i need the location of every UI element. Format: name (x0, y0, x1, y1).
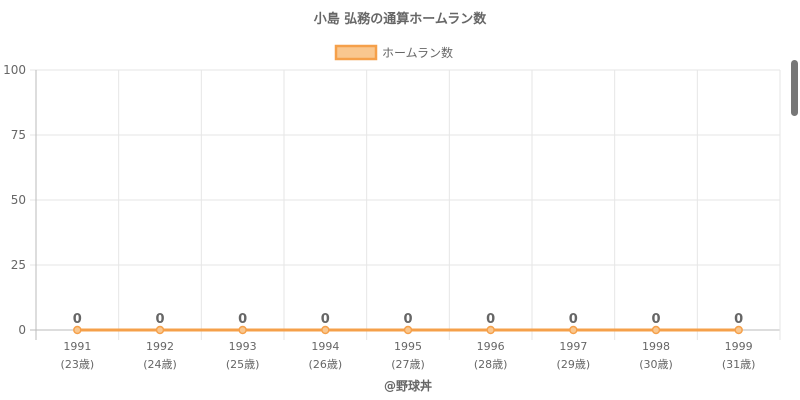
data-point[interactable] (569, 325, 578, 335)
x-tick-sublabel: (30歳) (639, 358, 673, 371)
data-point[interactable] (155, 325, 165, 335)
legend[interactable]: ホームラン数 (334, 44, 453, 61)
x-tick-label: 1999 (725, 340, 753, 353)
grid (30, 69, 781, 340)
data-label: 0 (321, 312, 330, 327)
footer-credit: @野球丼 (384, 378, 432, 393)
data-label: 0 (155, 312, 164, 327)
data-point[interactable] (486, 325, 495, 335)
y-axis: 0 25 50 75 100 (3, 63, 26, 337)
y-tick-label: 75 (11, 128, 26, 142)
chart-title: 小島 弘務の通算ホームラン数 (314, 11, 487, 27)
x-tick-sublabel: (25歳) (226, 358, 260, 371)
x-tick-label: 1991 (63, 340, 91, 353)
series-home-runs: 0 0 0 0 0 0 0 0 0 (73, 312, 743, 335)
scrollbar-thumb[interactable] (791, 60, 798, 116)
x-tick-label: 1998 (642, 340, 670, 353)
y-tick-label: 50 (11, 193, 26, 207)
data-point[interactable] (321, 325, 330, 335)
x-tick-sublabel: (29歳) (557, 358, 591, 371)
x-tick-label: 1993 (229, 340, 257, 353)
x-tick-sublabel: (26歳) (309, 358, 343, 371)
legend-swatch (334, 44, 378, 61)
y-tick-label: 0 (18, 323, 26, 337)
x-tick-label: 1996 (477, 340, 505, 353)
x-tick-label: 1995 (394, 340, 422, 353)
data-label: 0 (569, 312, 578, 327)
x-tick-sublabel: (24歳) (143, 358, 177, 371)
x-tick-sublabel: (31歳) (722, 358, 756, 371)
data-label: 0 (651, 312, 660, 327)
data-label: 0 (734, 312, 743, 327)
x-tick-label: 1994 (311, 340, 339, 353)
x-tick-sublabel: (28歳) (474, 358, 508, 371)
legend-label: ホームラン数 (382, 45, 453, 60)
data-point[interactable] (734, 325, 743, 335)
x-tick-sublabel: (23歳) (61, 358, 95, 371)
data-label: 0 (403, 312, 412, 327)
data-label: 0 (238, 312, 247, 327)
y-tick-label: 100 (3, 63, 26, 77)
data-label: 0 (73, 312, 82, 327)
x-tick-label: 1992 (146, 340, 174, 353)
data-point[interactable] (238, 325, 247, 335)
y-tick-label: 25 (11, 258, 26, 272)
data-point[interactable] (651, 325, 661, 335)
x-tick-label: 1997 (559, 340, 587, 353)
x-tick-sublabel: (27歳) (391, 358, 425, 371)
data-point[interactable] (403, 325, 413, 335)
x-axis: 1991 (23歳) 1992 (24歳) 1993 (25歳) 1994 (26歳) 1995… (61, 340, 756, 371)
data-point[interactable] (73, 325, 82, 335)
data-label: 0 (486, 312, 495, 327)
